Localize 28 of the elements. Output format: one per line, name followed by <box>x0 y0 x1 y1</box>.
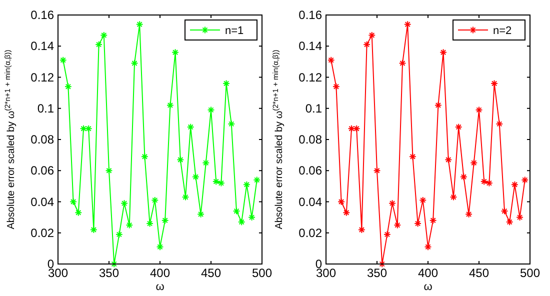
y-tick-label: 0.02 <box>298 226 322 240</box>
y-tick-label: 0.06 <box>298 164 322 178</box>
y-tick-label: 0.14 <box>30 39 54 54</box>
x-tick-label: 350 <box>366 266 388 280</box>
legend-label: n=1 <box>225 25 244 37</box>
x-axis-title: ω <box>424 281 433 293</box>
y-tick-label: 0.1 <box>305 101 322 116</box>
y-tick-label: 0.14 <box>298 39 322 54</box>
x-tick-label: 450 <box>200 266 222 280</box>
x-tick-label: 350 <box>98 266 120 280</box>
y-tick-label: 0.16 <box>298 8 322 22</box>
x-axis-title: ω <box>156 281 165 293</box>
y-tick-label: 0.08 <box>298 132 322 146</box>
legend-label: n=2 <box>493 25 512 37</box>
x-tick-label: 500 <box>252 266 272 280</box>
y-tick-label: 0.08 <box>30 132 54 146</box>
y-tick-label: 0.04 <box>30 194 54 209</box>
y-tick-label: 0.02 <box>30 226 54 240</box>
y-tick-label: 0.16 <box>30 8 54 22</box>
x-tick-label: 500 <box>520 266 540 280</box>
y-tick-label: 0.1 <box>37 101 54 116</box>
x-tick-label: 450 <box>468 266 490 280</box>
y-tick-label: 0.12 <box>298 70 322 84</box>
x-tick-label: 400 <box>150 266 170 280</box>
y-tick-label: 0.06 <box>30 164 54 178</box>
y-tick-label: 0.12 <box>30 70 54 84</box>
x-tick-label: 400 <box>418 266 438 280</box>
y-tick-label: 0.04 <box>298 194 322 209</box>
